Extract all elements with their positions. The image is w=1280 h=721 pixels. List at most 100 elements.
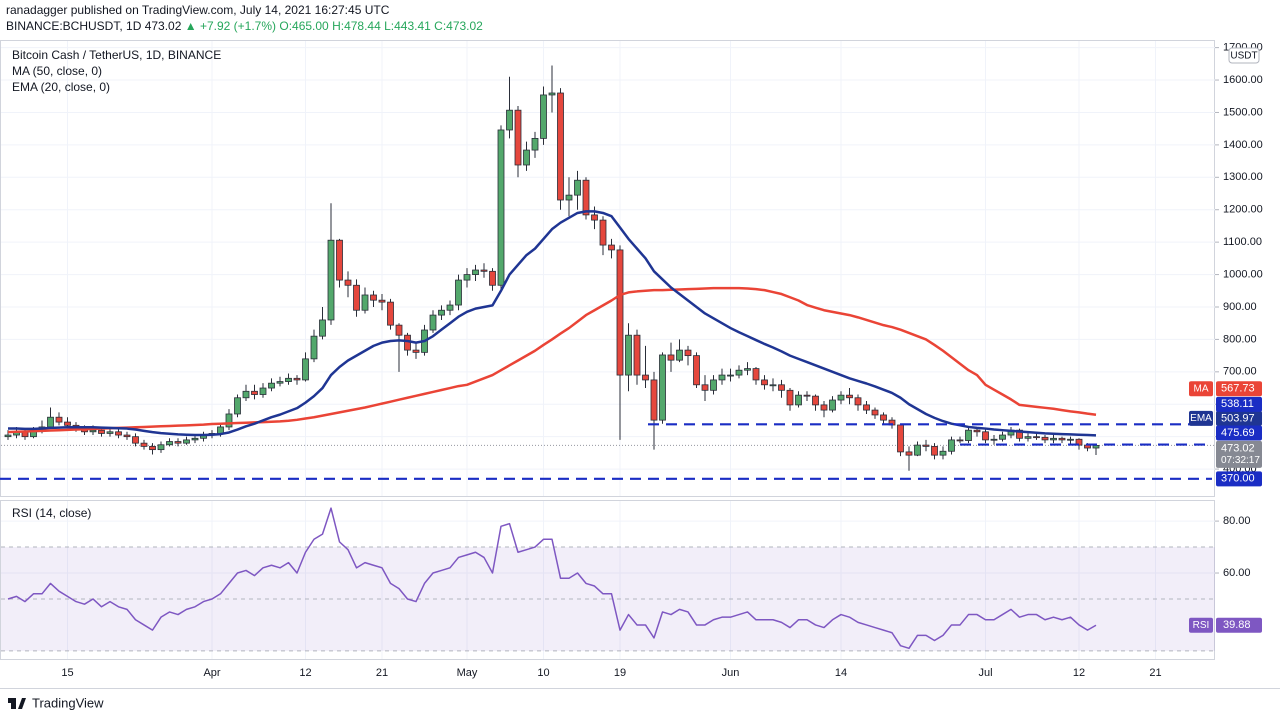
candle-body [514, 109, 522, 166]
price-label: 567.73 [1221, 383, 1255, 395]
candle-body [429, 314, 437, 331]
x-tick-label: 21 [1149, 667, 1161, 679]
candle-body [735, 369, 743, 376]
y-tick-label: 80.00 [1223, 515, 1251, 527]
price-label-box [1216, 425, 1262, 441]
candle-body [693, 355, 700, 386]
candle-body [480, 269, 488, 272]
candle-body [259, 387, 267, 395]
x-tick-label: 15 [61, 667, 73, 679]
candle-body [625, 334, 632, 376]
candle-body [931, 445, 938, 456]
candle-body [778, 384, 785, 391]
candle-body [642, 374, 649, 381]
y-tick-label: 800.00 [1223, 333, 1257, 345]
price-pane [0, 40, 1215, 497]
rsi-line [7, 507, 1097, 650]
candle-body [676, 349, 683, 361]
rsi-pane [0, 500, 1215, 660]
candle-body [557, 92, 564, 201]
logo [8, 698, 26, 709]
rsi-value: 39.88 [1223, 619, 1251, 631]
candle-body [276, 381, 284, 384]
change: ▲ +7.92 (+1.7%) [185, 19, 276, 33]
candle-body [897, 424, 904, 453]
candle-body [412, 349, 420, 353]
candle-body [914, 444, 921, 456]
y-tick-label: 1300.00 [1223, 171, 1263, 183]
legend-entry: MA (50, close, 0) [12, 64, 102, 78]
candle-body [1024, 436, 1032, 439]
candle-body [64, 421, 71, 426]
candle-body [268, 382, 275, 389]
candle-body [701, 384, 709, 391]
candle-body [608, 244, 615, 251]
candle-body [497, 129, 505, 286]
candle-body [948, 439, 955, 452]
x-tick-label: Jul [978, 667, 992, 679]
candle-body [956, 439, 964, 442]
y-tick-label: 1500.00 [1223, 106, 1263, 118]
candle-body [846, 394, 853, 399]
candle-body [650, 379, 658, 421]
candle-body [710, 379, 717, 391]
candle-body [582, 179, 590, 216]
candle-body [565, 194, 573, 201]
last-price: 473.02 [145, 19, 182, 33]
candle-body [718, 374, 726, 381]
candle-body [234, 397, 241, 415]
symbol-line: BINANCE:BCHUSDT, 1D 473.02 ▲ +7.92 (+1.7… [6, 19, 483, 33]
price-tag-box [1189, 381, 1213, 397]
candle-body [1058, 437, 1066, 441]
candle-body [89, 429, 97, 433]
legend-title: Bitcoin Cash / TetherUS, 1D, BINANCE [12, 48, 221, 62]
y-tick-label: 700.00 [1223, 366, 1257, 378]
x-tick-label: Apr [203, 667, 220, 679]
candle-body [965, 429, 972, 441]
candle-body [472, 269, 479, 275]
candle-body [395, 324, 403, 336]
candle-body [327, 239, 335, 321]
currency: USDT [1230, 51, 1257, 62]
candle-body [769, 384, 777, 387]
candle-body [540, 94, 547, 139]
price-label: 475.69 [1221, 427, 1255, 439]
candle-body [837, 394, 845, 401]
candle-body [1033, 436, 1040, 439]
candle-body [591, 214, 598, 221]
candle-body [344, 279, 352, 286]
candle-body [506, 109, 513, 131]
candle-body [574, 179, 581, 196]
candle-body [310, 335, 318, 360]
currency-box [1228, 47, 1260, 64]
price-label-box [1216, 396, 1262, 412]
candle-body [242, 390, 250, 399]
x-tick-label: Jun [722, 667, 740, 679]
price-label-box [1216, 471, 1262, 487]
candle-body [1041, 436, 1049, 441]
price-label-box [1216, 440, 1262, 468]
candle-body [132, 436, 139, 444]
price-label-box [1216, 381, 1262, 397]
candle-body [752, 368, 760, 381]
candle-body [370, 294, 377, 301]
candle-body [880, 414, 887, 421]
x-tick-label: 14 [835, 667, 847, 679]
candle-body [616, 249, 624, 376]
x-tick-label: 21 [376, 667, 388, 679]
countdown: 07:32:17 [1221, 455, 1260, 466]
candle-body [285, 377, 292, 382]
candle-body [982, 431, 989, 441]
candle-body [319, 319, 326, 337]
indicator-line [7, 286, 1097, 434]
candle-body [183, 439, 190, 444]
price-label: 503.97 [1221, 412, 1255, 424]
candle-body [115, 431, 122, 436]
candle-body [922, 444, 930, 447]
candle-body [548, 92, 556, 96]
candle-body [990, 438, 998, 441]
candle-body [812, 395, 819, 406]
candle-body [336, 239, 343, 281]
